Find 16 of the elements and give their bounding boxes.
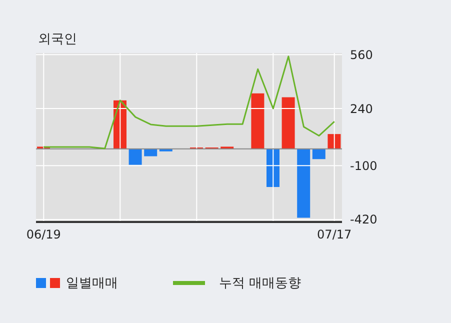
bar — [128, 148, 142, 165]
x-tick-label: 06/19 — [26, 228, 61, 242]
bar — [282, 97, 295, 149]
x-tick-label: 07/17 — [317, 228, 352, 242]
line-series — [42, 56, 336, 150]
legend-label: 누적 매매동향 — [219, 275, 302, 292]
bar — [312, 148, 326, 160]
y-tick-label: 240 — [350, 102, 373, 116]
y-tick-label: 560 — [350, 48, 373, 62]
y-tick-label: -420 — [350, 212, 378, 227]
bar — [297, 148, 310, 218]
y-tick-label: -100 — [350, 158, 378, 173]
bar — [251, 93, 264, 149]
legend-label: 일별매매 — [66, 275, 118, 292]
chart-title: 외국인 — [38, 31, 77, 48]
bar — [328, 134, 341, 149]
